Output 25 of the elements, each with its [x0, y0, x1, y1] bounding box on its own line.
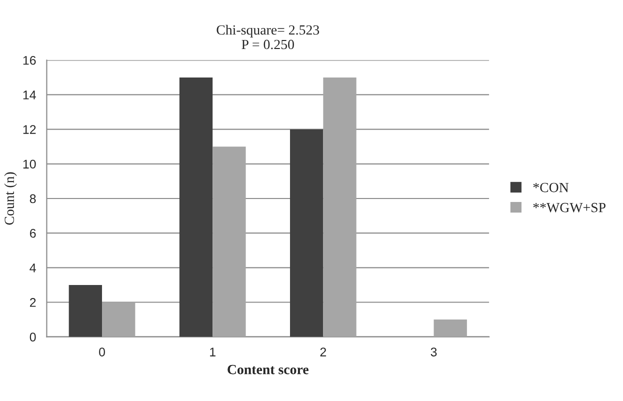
bar	[434, 320, 467, 337]
x-tick-label: 0	[99, 348, 106, 356]
legend-label: *CON	[533, 182, 569, 192]
y-tick-label: 12	[23, 125, 36, 134]
y-tick-label: 10	[23, 160, 36, 169]
y-tick-label: 6	[30, 228, 36, 238]
bar	[323, 77, 356, 337]
y-tick-label: 0	[30, 332, 36, 342]
y-tick-label: 14	[23, 90, 36, 100]
bar	[102, 302, 136, 337]
bar	[290, 129, 324, 337]
y-axis-title: Count (n)	[4, 172, 17, 225]
y-tick-label: 2	[30, 298, 36, 307]
y-tick-label: 8	[30, 194, 36, 204]
x-axis-title: Content score	[228, 364, 308, 374]
bar	[179, 77, 213, 337]
bar	[212, 146, 246, 337]
legend-label: **WGW+SP	[533, 202, 606, 212]
bar	[68, 284, 102, 337]
y-tick-label: 4	[30, 264, 36, 272]
chart-title: Chi-square= 2.523 P = 0.250	[216, 24, 320, 50]
x-tick-label: 1	[210, 348, 216, 356]
y-tick-label: 16	[23, 56, 36, 65]
x-tick-label: 3	[430, 348, 437, 356]
x-tick-label: 2	[320, 348, 326, 356]
